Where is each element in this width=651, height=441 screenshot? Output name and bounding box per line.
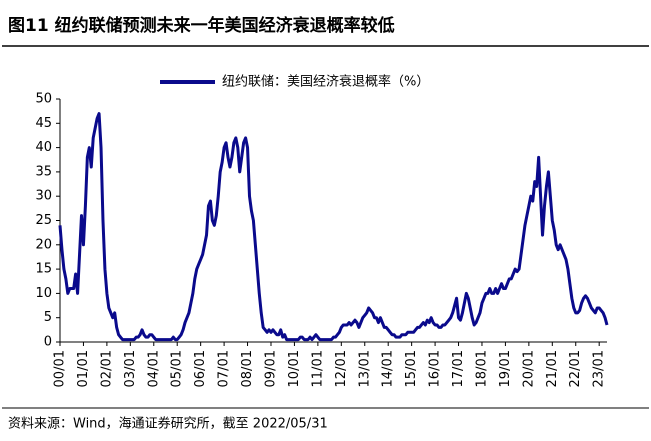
legend-label: 纽约联储：美国经济衰退概率（%）: [222, 74, 429, 90]
y-tick-label: 25: [35, 213, 52, 228]
x-tick-label: 23/01: [592, 350, 607, 387]
x-tick-label: 22/01: [568, 350, 583, 387]
x-tick-label: 15/01: [404, 350, 419, 387]
y-tick-label: 45: [35, 116, 52, 131]
x-tick-label: 12/01: [334, 350, 349, 387]
x-tick-label: 05/01: [170, 350, 185, 387]
x-tick-label: 14/01: [381, 350, 396, 387]
x-tick-label: 06/01: [193, 350, 208, 387]
y-tick-label: 30: [35, 189, 52, 204]
y-tick-label: 0: [44, 335, 52, 350]
x-tick-label: 16/01: [428, 350, 443, 387]
x-tick-label: 00/01: [53, 350, 68, 387]
x-tick-label: 09/01: [263, 350, 278, 387]
x-tick-label: 19/01: [498, 350, 513, 387]
x-tick-label: 11/01: [310, 350, 325, 387]
x-tick-label: 17/01: [451, 350, 466, 387]
x-tick-label: 10/01: [287, 350, 302, 387]
y-tick-label: 35: [35, 164, 52, 179]
y-tick-label: 20: [35, 237, 52, 252]
x-tick-label: 21/01: [545, 350, 560, 387]
x-tick-label: 02/01: [99, 350, 114, 387]
x-tick-label: 01/01: [76, 350, 91, 387]
y-tick-label: 50: [35, 92, 52, 107]
x-tick-label: 03/01: [123, 350, 138, 387]
x-tick-label: 13/01: [357, 350, 372, 387]
y-tick-label: 40: [35, 140, 52, 155]
x-tick-label: 07/01: [217, 350, 232, 387]
x-tick-label: 04/01: [146, 350, 161, 387]
x-tick-label: 18/01: [474, 350, 489, 387]
x-tick-label: 08/01: [240, 350, 255, 387]
source-note: 资料来源：Wind，海通证券研究所，截至 2022/05/31: [8, 416, 328, 432]
y-tick-label: 5: [44, 310, 52, 325]
x-tick-label: 20/01: [521, 350, 536, 387]
y-tick-label: 15: [35, 262, 52, 277]
chart-title: 图11 纽约联储预测未来一年美国经济衰退概率较低: [8, 15, 395, 36]
y-tick-label: 10: [35, 286, 52, 301]
line-series: [58, 112, 609, 342]
